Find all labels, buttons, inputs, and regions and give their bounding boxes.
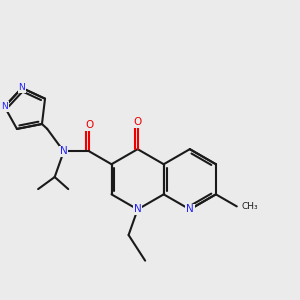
Text: O: O (85, 120, 94, 130)
Text: N: N (60, 146, 68, 156)
Text: N: N (19, 83, 25, 92)
Text: CH₃: CH₃ (242, 202, 258, 211)
Text: N: N (186, 204, 194, 214)
Text: O: O (134, 117, 142, 128)
Text: N: N (1, 102, 8, 111)
Text: N: N (134, 204, 142, 214)
